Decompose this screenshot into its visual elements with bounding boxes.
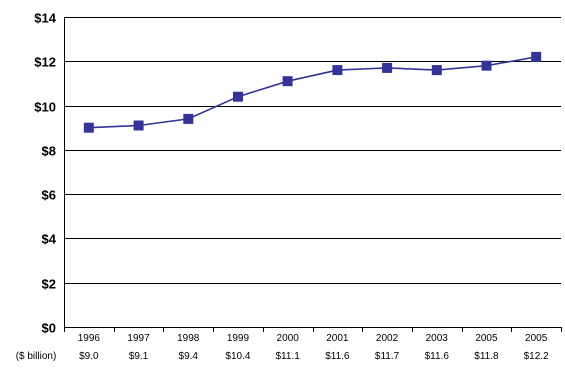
data-point (133, 120, 144, 131)
x-tick-label: 2000 (277, 333, 300, 344)
data-markers (83, 51, 542, 133)
value-label: $11.6 (425, 351, 450, 362)
y-tick-label: $0 (42, 321, 56, 336)
data-point (183, 113, 194, 124)
value-labels-row: ($ billion) $9.0 $9.1 $9.4 $10.4 $11.1 $11.6 $… (16, 351, 549, 362)
value-row-label: ($ billion) (16, 351, 57, 362)
x-tick-label: 1998 (177, 333, 200, 344)
value-label: $11.8 (474, 351, 499, 362)
series-line (88, 56, 537, 129)
data-point (481, 60, 492, 71)
y-tick-label: $12 (34, 55, 56, 70)
x-tick-label: 2002 (376, 333, 399, 344)
data-point (382, 62, 393, 73)
y-tick-label: $6 (42, 188, 56, 203)
value-label: $11.7 (375, 351, 400, 362)
y-tick-label: $4 (42, 232, 57, 247)
value-label: $12.2 (524, 351, 549, 362)
data-point (233, 91, 243, 102)
value-label: $10.4 (225, 351, 250, 362)
x-tick-labels: 1996 1997 1998 1999 2000 2001 2002 2003 2005 2005 (78, 333, 548, 344)
series-line-path (88, 56, 537, 129)
x-tick-label: 2005 (525, 333, 548, 344)
y-tick-label: $10 (34, 100, 56, 115)
y-tick-label: $14 (34, 11, 56, 26)
gridlines (64, 17, 561, 284)
x-tick-label: 2001 (326, 333, 349, 344)
y-tick-label: $8 (42, 144, 56, 159)
y-tick-labels: $0 $2 $4 $6 $8 $10 $12 $14 (34, 11, 56, 336)
value-label: $11.6 (325, 351, 350, 362)
value-label: $11.1 (276, 351, 301, 362)
data-point (282, 76, 293, 87)
x-tick-label: 2005 (475, 333, 498, 344)
x-tick-label: 1997 (127, 333, 150, 344)
x-tick-label: 1999 (227, 333, 250, 344)
axes (64, 17, 562, 332)
x-tick-label: 1996 (78, 333, 101, 344)
value-label: $9.0 (79, 351, 99, 362)
x-tick-label: 2003 (426, 333, 449, 344)
y-tick-label: $2 (42, 277, 56, 292)
data-point (431, 65, 442, 76)
data-point (332, 65, 343, 76)
value-label: $9.1 (129, 351, 149, 362)
data-point (531, 51, 542, 62)
data-point (83, 122, 94, 133)
value-label: $9.4 (179, 351, 199, 362)
